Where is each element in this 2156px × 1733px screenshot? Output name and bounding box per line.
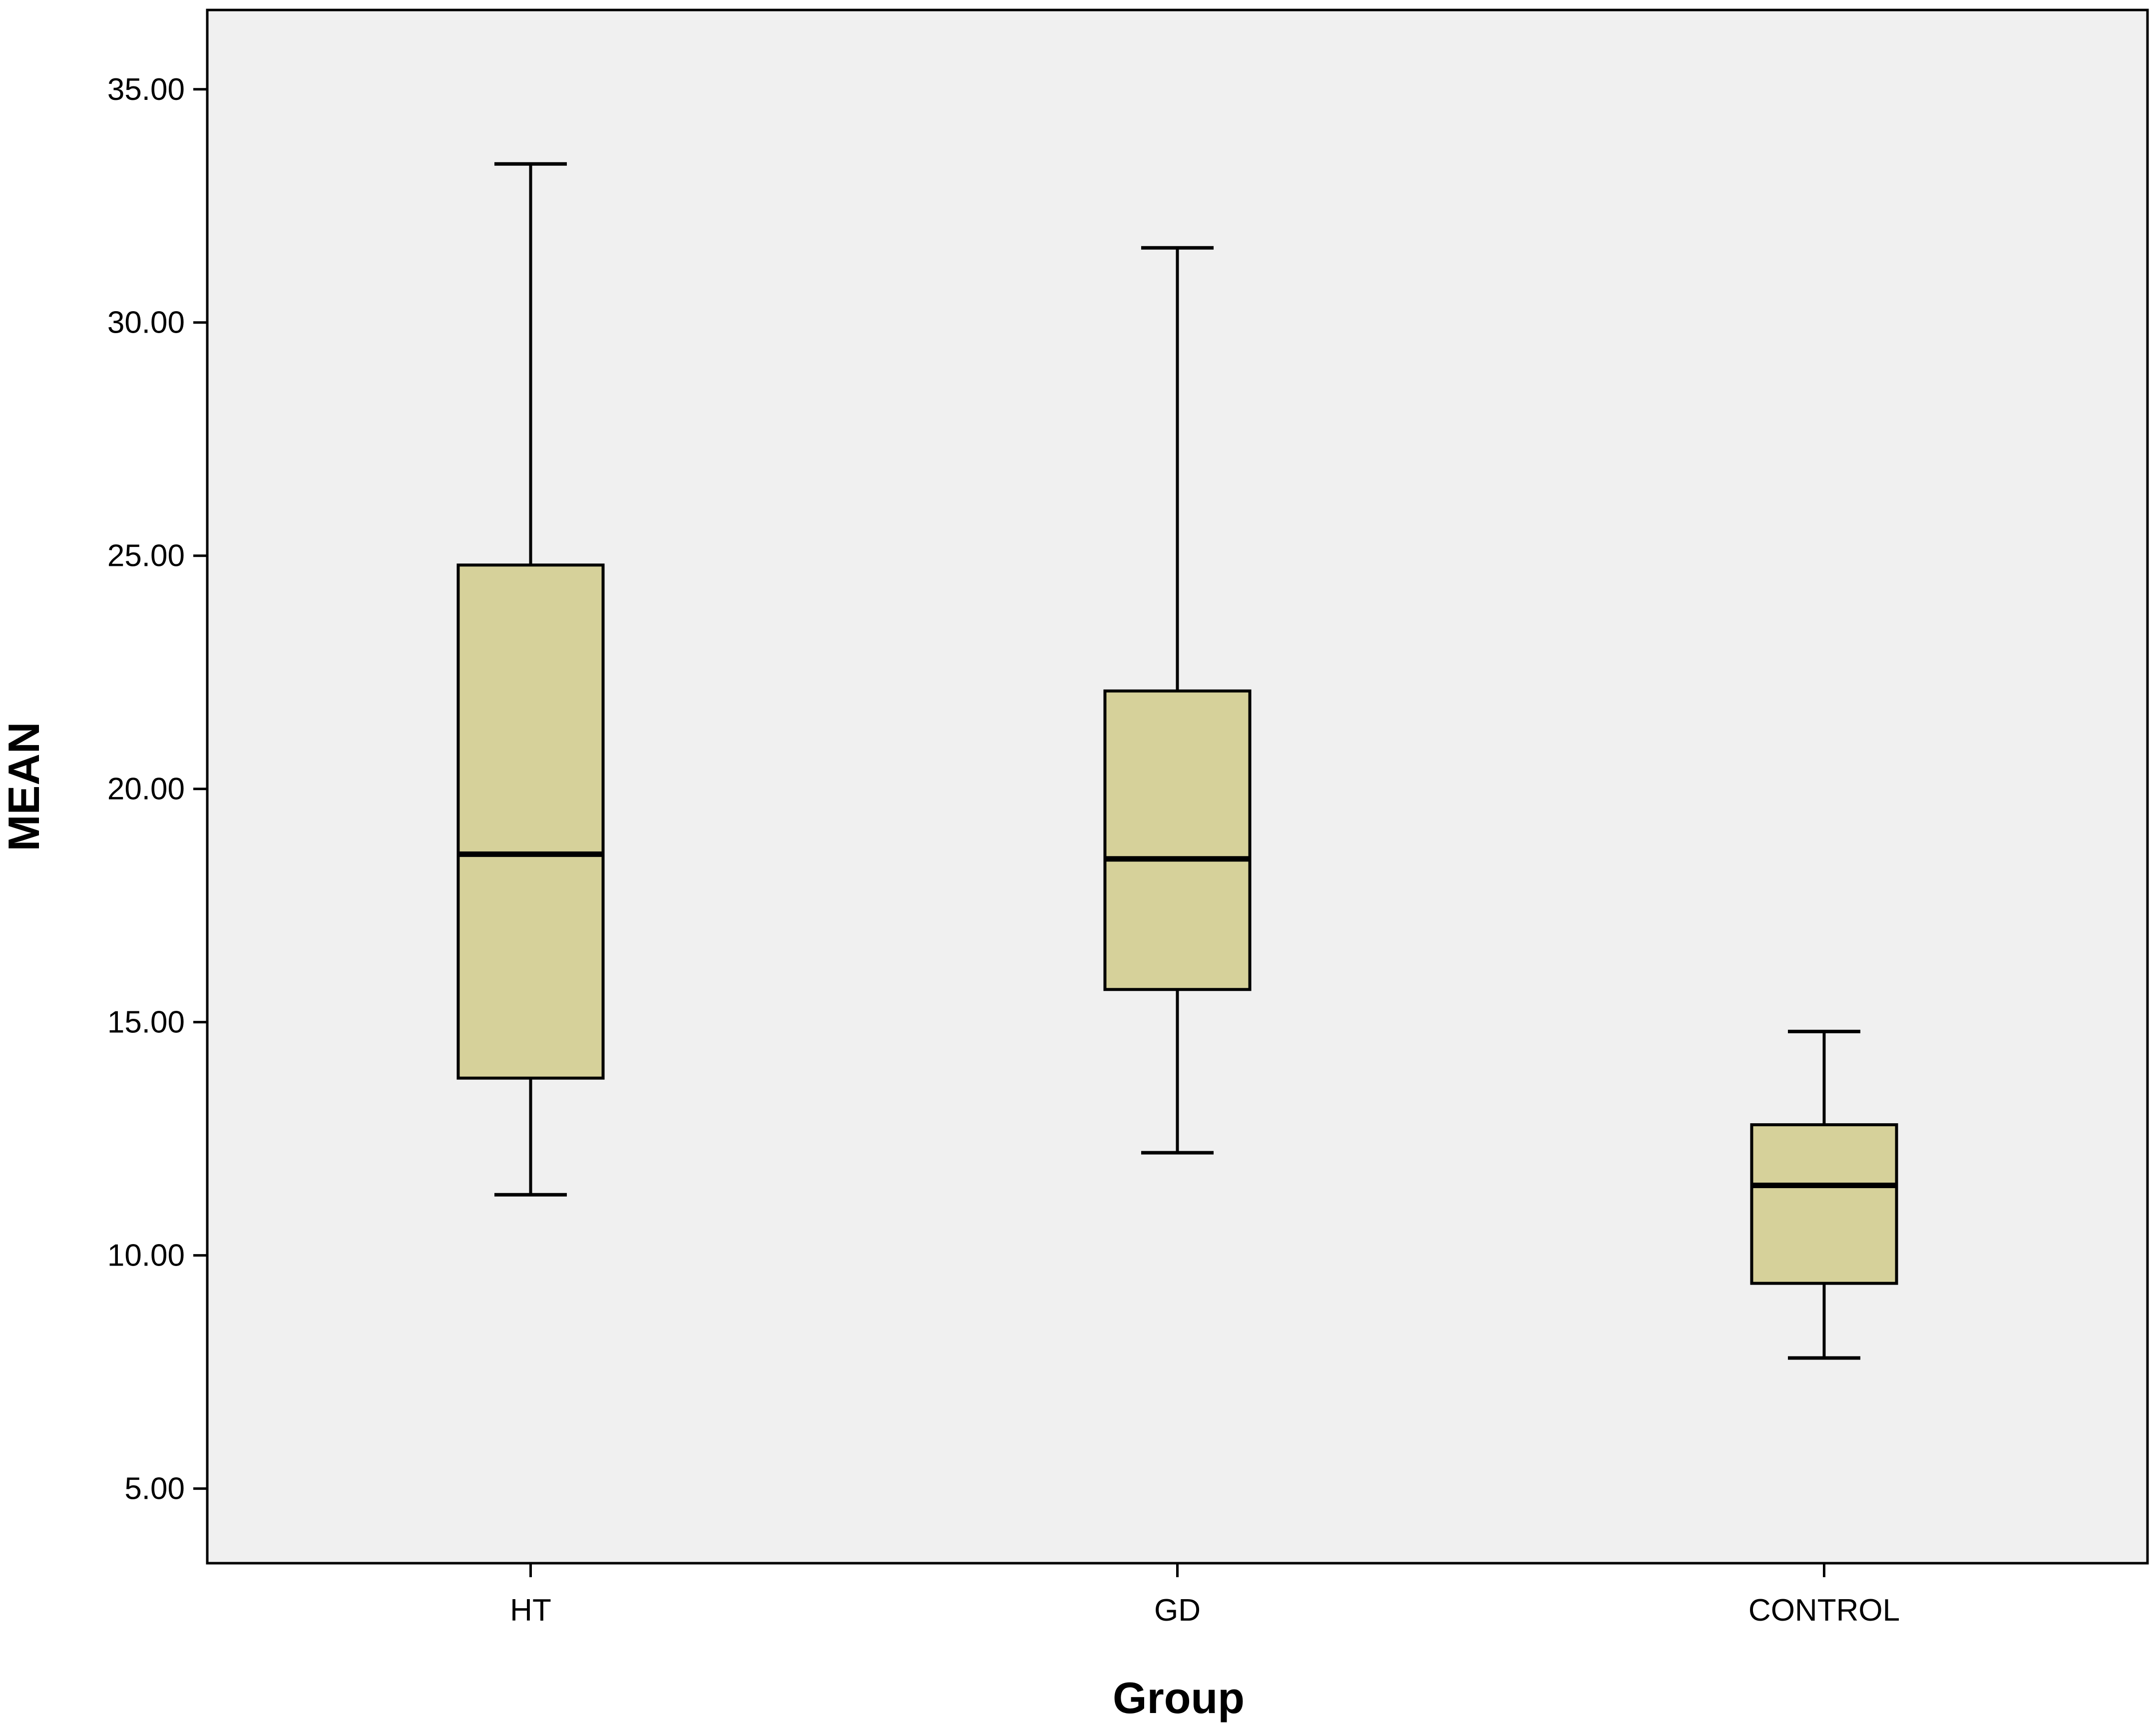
iqr-box — [456, 563, 605, 1080]
x-axis-title: Group — [1113, 1673, 1245, 1723]
y-axis-title: MEAN — [0, 722, 48, 851]
x-axis: HT GD CONTROL — [510, 1563, 1900, 1628]
x-tick-label: CONTROL — [1748, 1593, 1900, 1628]
x-tick-label: HT — [510, 1593, 551, 1628]
y-tick-label: 20.00 — [107, 772, 185, 807]
y-tick-label: 5.00 — [124, 1472, 185, 1506]
y-tick-label: 25.00 — [107, 539, 185, 573]
x-tick-label: GD — [1154, 1593, 1201, 1628]
box-ht — [456, 162, 605, 1197]
y-tick-label: 10.00 — [107, 1239, 185, 1273]
box-control — [1750, 1029, 1898, 1360]
y-tick-label: 15.00 — [107, 1005, 185, 1040]
box-gd — [1103, 246, 1252, 1155]
iqr-box — [1103, 689, 1252, 991]
y-tick-label: 35.00 — [107, 72, 185, 107]
y-axis: 5.00 10.00 15.00 20.00 25.00 30.00 35.00 — [107, 72, 207, 1506]
y-tick-label: 30.00 — [107, 306, 185, 340]
iqr-box — [1750, 1123, 1898, 1285]
box-series — [456, 162, 1898, 1360]
